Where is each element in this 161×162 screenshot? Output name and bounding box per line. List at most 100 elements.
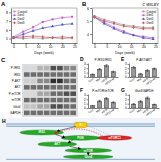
plot-area <box>24 66 76 115</box>
band <box>64 111 70 115</box>
tick-label: 15 <box>49 45 53 49</box>
tick: 6 <box>6 28 11 32</box>
pathway-panel: RIRS1PI3KAKTmTORGlut4mTORC1H <box>0 118 161 162</box>
tick: 3 <box>84 62 88 66</box>
tick: 0 <box>84 106 88 110</box>
bar <box>104 66 108 77</box>
bar <box>104 98 108 108</box>
panel-title: E <box>121 56 125 62</box>
blot-panel: P-IRS1IRS1P-AKTAKTP-mTORmTORGlut4GAPDHC <box>1 57 78 117</box>
tick: 6 <box>87 7 92 11</box>
band <box>57 104 63 108</box>
axis: 0123 <box>125 93 129 110</box>
tick-label: 2 <box>125 67 127 71</box>
tick-mark <box>9 21 11 22</box>
tick-label: HFD+M <box>145 107 156 117</box>
band <box>37 91 43 95</box>
node-label: mTORC1 <box>108 136 121 140</box>
point <box>142 36 145 39</box>
point <box>32 26 34 28</box>
axis-line <box>129 64 130 78</box>
error-bar <box>112 102 114 103</box>
band <box>44 104 50 108</box>
node-label: Glut4 <box>84 155 92 159</box>
band <box>50 66 56 70</box>
row-label: mTOR <box>12 98 22 102</box>
band <box>37 79 43 83</box>
arrow <box>70 146 81 149</box>
node <box>38 142 77 147</box>
band <box>50 72 56 76</box>
error-bar <box>112 71 114 72</box>
tick: 3 <box>125 93 129 97</box>
band <box>50 104 56 108</box>
tick: 2 <box>125 98 129 102</box>
tick: 0 <box>13 43 15 49</box>
band <box>70 104 76 108</box>
band <box>70 98 76 102</box>
row-label: P-IRS1 <box>11 66 21 70</box>
point <box>112 27 115 30</box>
band <box>57 85 63 89</box>
point <box>42 35 44 39</box>
row-label: P-mTOR <box>9 92 22 96</box>
tick-label: 0 <box>125 106 127 110</box>
tick: 25 <box>73 43 77 49</box>
band <box>57 72 63 76</box>
band <box>24 111 30 115</box>
line <box>94 16 153 28</box>
band <box>31 91 37 95</box>
tick-label: 0 <box>125 75 127 79</box>
receptor <box>74 122 86 127</box>
bar <box>152 69 156 77</box>
tick-label: 20 <box>142 45 146 49</box>
point <box>123 24 125 28</box>
bar-panel: ConMetHFDHFD+M0123DP-IRS1/IRS1 <box>80 56 119 86</box>
tick-label: 2 <box>84 67 86 71</box>
tick-mark <box>87 108 89 109</box>
tick: 3 <box>125 62 129 66</box>
axis: 456 <box>87 7 92 44</box>
error-bar <box>146 70 148 72</box>
point <box>52 18 54 20</box>
line <box>13 17 72 37</box>
band <box>64 72 70 76</box>
legend-swatch <box>13 15 17 16</box>
point <box>51 25 54 28</box>
legend-swatch <box>142 18 145 20</box>
axis: ConMetHFDHFD+M <box>129 76 160 86</box>
node <box>61 136 100 141</box>
axis-line <box>88 95 89 109</box>
band <box>50 85 56 89</box>
tick-mark <box>9 30 11 31</box>
panel-title: A <box>1 1 6 7</box>
tick-mark <box>90 21 92 22</box>
tick-label: 25 <box>73 45 77 49</box>
legend-swatch <box>143 21 145 24</box>
legend-label: Diet3 <box>146 21 153 25</box>
band <box>70 66 76 70</box>
arrow <box>57 127 76 131</box>
tick-label: 1 <box>84 71 86 75</box>
tick-label: 10 <box>117 45 121 49</box>
point <box>51 37 53 39</box>
point <box>32 34 34 38</box>
legend: ControlDiet1Diet2Diet3 <box>13 10 28 25</box>
tick: HFD+M <box>145 76 156 86</box>
band <box>44 98 50 102</box>
frame <box>11 8 77 9</box>
node-label: mTOR <box>84 149 94 153</box>
tick-label: Con <box>129 77 136 84</box>
point <box>152 37 155 40</box>
legend-swatch <box>13 11 17 12</box>
axis-line <box>12 43 78 44</box>
bar <box>90 106 94 108</box>
tick-label: 20 <box>61 45 65 49</box>
plot-area <box>90 65 115 77</box>
frame <box>77 8 78 43</box>
tick: 5 <box>87 20 92 24</box>
row-label: IRS1 <box>14 73 21 77</box>
bar <box>90 74 94 77</box>
tick-mark <box>87 68 89 69</box>
tick: HFD+M <box>104 76 115 86</box>
